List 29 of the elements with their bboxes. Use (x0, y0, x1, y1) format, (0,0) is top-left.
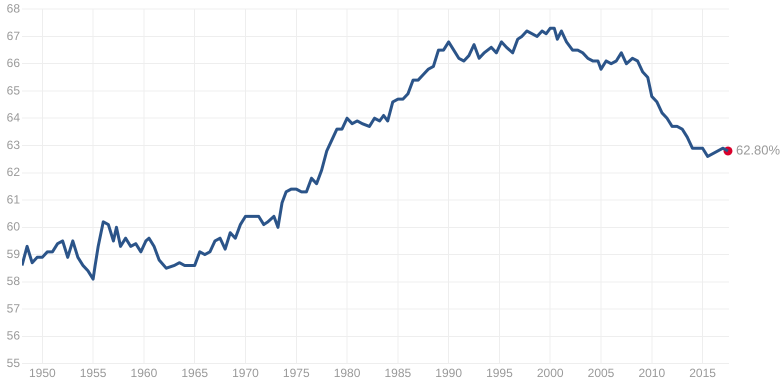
y-tick-label: 66 (6, 56, 20, 70)
x-tick-label: 1955 (80, 366, 107, 380)
y-tick-label: 62 (6, 165, 20, 180)
x-tick-label: 2015 (689, 366, 716, 380)
x-tick-label: 1985 (384, 366, 412, 380)
y-tick-label: 61 (6, 192, 20, 206)
y-tick-label: 55 (6, 356, 20, 370)
y-tick-label: 56 (6, 328, 20, 343)
x-tick-label: 1980 (334, 366, 361, 380)
x-tick-label: 1950 (28, 366, 56, 380)
x-tick-label: 1965 (181, 366, 208, 380)
annotation: 62.80% (736, 142, 780, 158)
x-tick-label: 2010 (638, 366, 666, 380)
x-tick-label: 1990 (435, 366, 462, 380)
y-tick-label: 64 (6, 110, 20, 125)
y-tick-label: 59 (6, 246, 20, 261)
y-tick-label: 57 (6, 301, 20, 316)
y-tick-label: 60 (6, 220, 20, 234)
x-tick-label: 2000 (536, 366, 564, 380)
y-tick-label: 58 (6, 274, 20, 288)
y-tick-label: 63 (6, 138, 20, 152)
x-tick-label: 1960 (130, 366, 158, 380)
y-tick-label: 68 (6, 2, 20, 16)
x-tick-label: 2005 (588, 366, 615, 380)
x-tick-label: 1975 (282, 366, 310, 380)
y-tick-label: 67 (6, 28, 20, 43)
x-tick-label: 1995 (486, 366, 514, 380)
y-tick-label: 65 (6, 83, 20, 98)
x-tick-label: 1970 (232, 366, 260, 380)
